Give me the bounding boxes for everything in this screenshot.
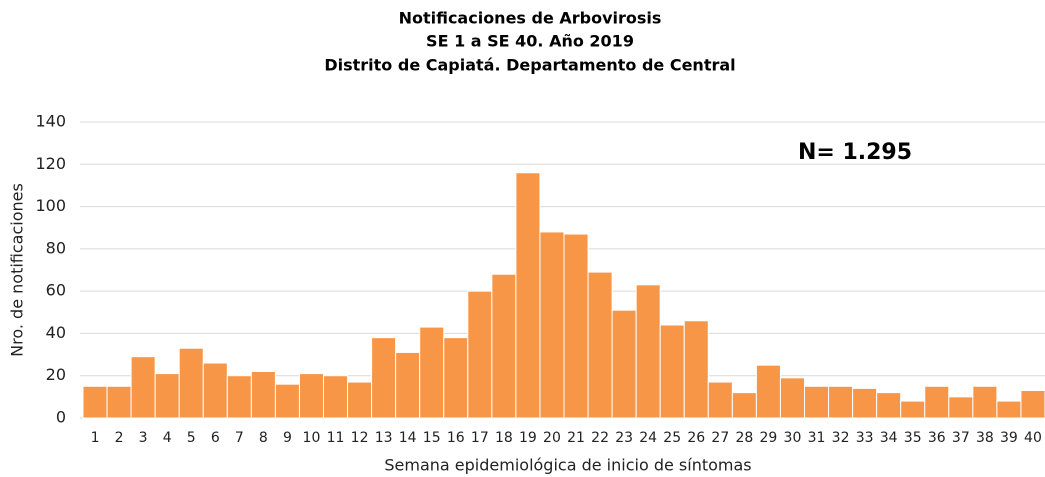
x-tick-label: 8	[259, 430, 268, 446]
bar	[972, 385, 998, 419]
x-axis-label: Semana epidemiológica de inicio de sínto…	[384, 456, 751, 475]
bar	[106, 385, 132, 419]
x-tick-label: 40	[1024, 430, 1042, 446]
bar	[539, 231, 565, 419]
bar	[419, 326, 445, 419]
x-tick-label: 3	[139, 430, 148, 446]
bar	[948, 396, 974, 419]
x-tick-label: 28	[735, 430, 753, 446]
bar	[467, 290, 493, 419]
bar	[755, 364, 781, 419]
bar	[250, 370, 276, 419]
x-tick-label: 31	[808, 430, 826, 446]
bar	[82, 385, 108, 419]
x-tick-label: 14	[399, 430, 417, 446]
y-tick-label: 140	[35, 112, 66, 131]
bar	[443, 337, 469, 419]
x-tick-label: 1	[91, 430, 100, 446]
x-tick-label: 34	[880, 430, 898, 446]
bar	[779, 377, 806, 419]
x-tick-label: 5	[187, 430, 196, 446]
x-tick-label: 36	[928, 430, 946, 446]
bar	[611, 309, 637, 419]
bar	[900, 400, 926, 419]
bar	[707, 381, 733, 419]
chart-title: Distrito de Capiatá. Departamento de Cen…	[324, 56, 735, 75]
x-tick-label: 29	[760, 430, 778, 446]
y-tick-label: 0	[56, 408, 66, 427]
x-tick-label: 19	[519, 430, 537, 446]
bar	[996, 400, 1022, 419]
bar	[178, 347, 204, 419]
bar	[876, 392, 902, 419]
bar	[683, 320, 709, 419]
x-tick-label: 12	[351, 430, 369, 446]
x-tick-label: 13	[375, 430, 393, 446]
bar	[395, 351, 421, 419]
x-tick-label: 16	[447, 430, 465, 446]
x-tick-label: 9	[283, 430, 292, 446]
bar	[347, 381, 373, 419]
bar	[635, 284, 661, 419]
x-tick-label: 15	[423, 430, 441, 446]
x-tick-label: 30	[784, 430, 802, 446]
bar	[130, 356, 156, 419]
x-tick-label: 38	[976, 430, 994, 446]
x-tick-label: 39	[1000, 430, 1018, 446]
x-tick-label: 7	[235, 430, 244, 446]
bar	[587, 271, 613, 419]
x-tick-label: 24	[639, 430, 657, 446]
x-tick-label: 10	[303, 430, 321, 446]
y-tick-label: 40	[46, 323, 66, 342]
x-tick-label: 26	[687, 430, 705, 446]
x-tick-label: 17	[471, 430, 489, 446]
bar	[852, 387, 878, 419]
bar	[323, 375, 349, 419]
bar	[154, 373, 180, 419]
chart-title: SE 1 a SE 40. Año 2019	[426, 32, 634, 51]
annotation: N= 1.295	[798, 140, 912, 165]
x-tick-label: 11	[327, 430, 345, 446]
chart-title: Notificaciones de Arbovirosis	[399, 9, 662, 28]
bar	[298, 373, 325, 419]
x-tick-label: 33	[856, 430, 874, 446]
bar	[804, 385, 830, 419]
y-tick-label: 100	[35, 196, 66, 215]
bar	[202, 362, 228, 419]
bar	[924, 385, 950, 419]
bar	[515, 172, 541, 419]
x-tick-label: 6	[211, 430, 220, 446]
bar	[1020, 390, 1045, 419]
bar	[274, 383, 300, 419]
bar	[563, 233, 589, 419]
bar	[226, 375, 252, 419]
x-tick-label: 18	[495, 430, 513, 446]
bar	[659, 324, 685, 419]
x-tick-label: 21	[567, 430, 585, 446]
bar	[371, 337, 397, 419]
x-tick-label: 35	[904, 430, 922, 446]
bar	[828, 385, 854, 419]
x-tick-label: 32	[832, 430, 850, 446]
y-tick-label: 60	[46, 281, 66, 300]
bar	[731, 392, 757, 419]
y-axis-label: Nro. de notificaciones	[8, 183, 27, 357]
x-tick-label: 20	[543, 430, 561, 446]
x-tick-label: 4	[163, 430, 172, 446]
x-tick-label: 25	[663, 430, 681, 446]
x-tick-label: 23	[615, 430, 633, 446]
y-tick-label: 120	[35, 154, 66, 173]
y-tick-label: 80	[46, 238, 66, 257]
y-tick-label: 20	[46, 365, 66, 384]
x-tick-label: 2	[115, 430, 124, 446]
x-tick-label: 37	[952, 430, 970, 446]
x-tick-label: 27	[711, 430, 729, 446]
bar	[491, 273, 517, 419]
x-tick-label: 22	[591, 430, 609, 446]
